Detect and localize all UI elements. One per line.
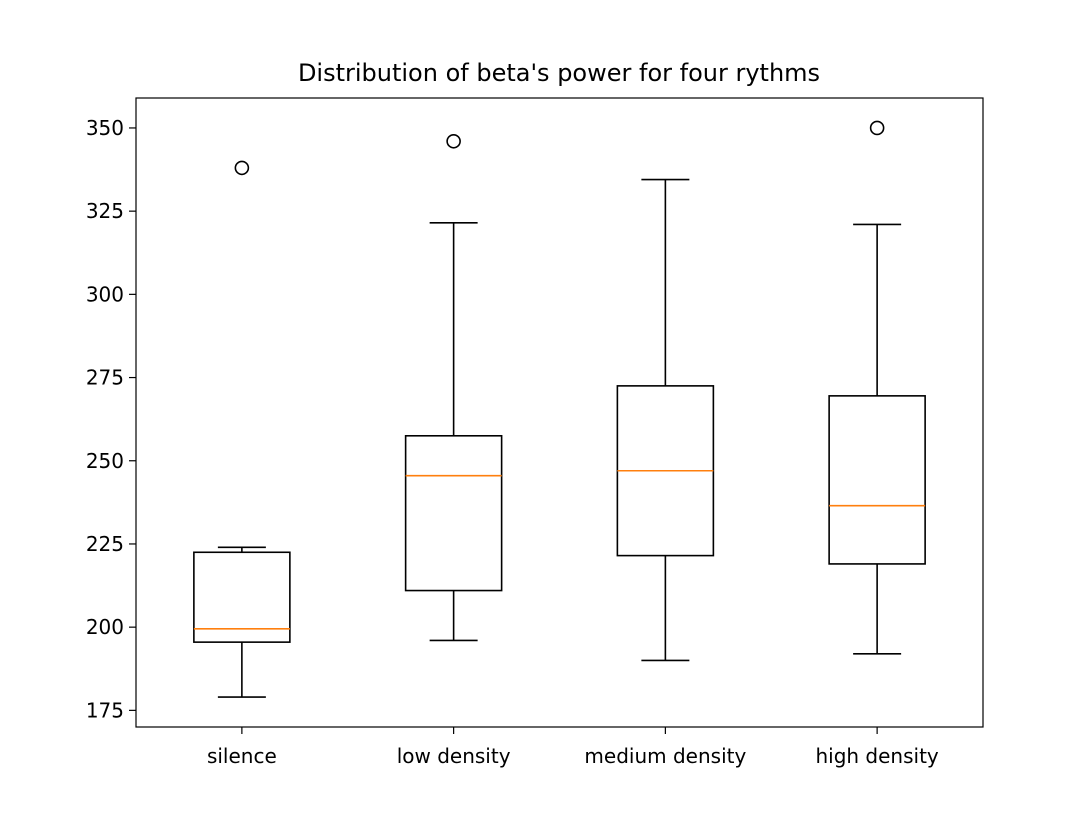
y-tick-label: 350 [86, 116, 124, 140]
boxes [193, 120, 926, 698]
x-tick-label: low density [397, 744, 511, 768]
y-tick-label: 250 [86, 449, 124, 473]
x-axis: silence low density medium density high den… [207, 727, 939, 768]
iqr-box [828, 395, 926, 565]
y-tick-label: 225 [86, 532, 124, 556]
iqr-box [193, 551, 291, 643]
x-tick-label: high density [815, 744, 938, 768]
chart-title: Distribution of beta's power for four ry… [298, 59, 820, 87]
x-tick-label: medium density [584, 744, 746, 768]
y-axis: 175 200 225 250 275 300 325 350 [86, 116, 136, 722]
box-group [404, 133, 503, 642]
y-tick-label: 325 [86, 199, 124, 223]
box-group [828, 120, 926, 655]
box-group [616, 178, 715, 662]
y-tick-label: 175 [86, 698, 124, 722]
outlier-point [869, 120, 885, 136]
y-tick-label: 300 [86, 282, 124, 306]
plot-frame [135, 97, 984, 728]
y-tick-label: 275 [86, 366, 124, 390]
iqr-box [404, 434, 503, 592]
x-tick-label: silence [207, 744, 277, 768]
y-tick-label: 200 [86, 615, 124, 639]
outlier-point [446, 133, 461, 149]
box-group [193, 160, 291, 698]
outlier-point [234, 160, 250, 176]
